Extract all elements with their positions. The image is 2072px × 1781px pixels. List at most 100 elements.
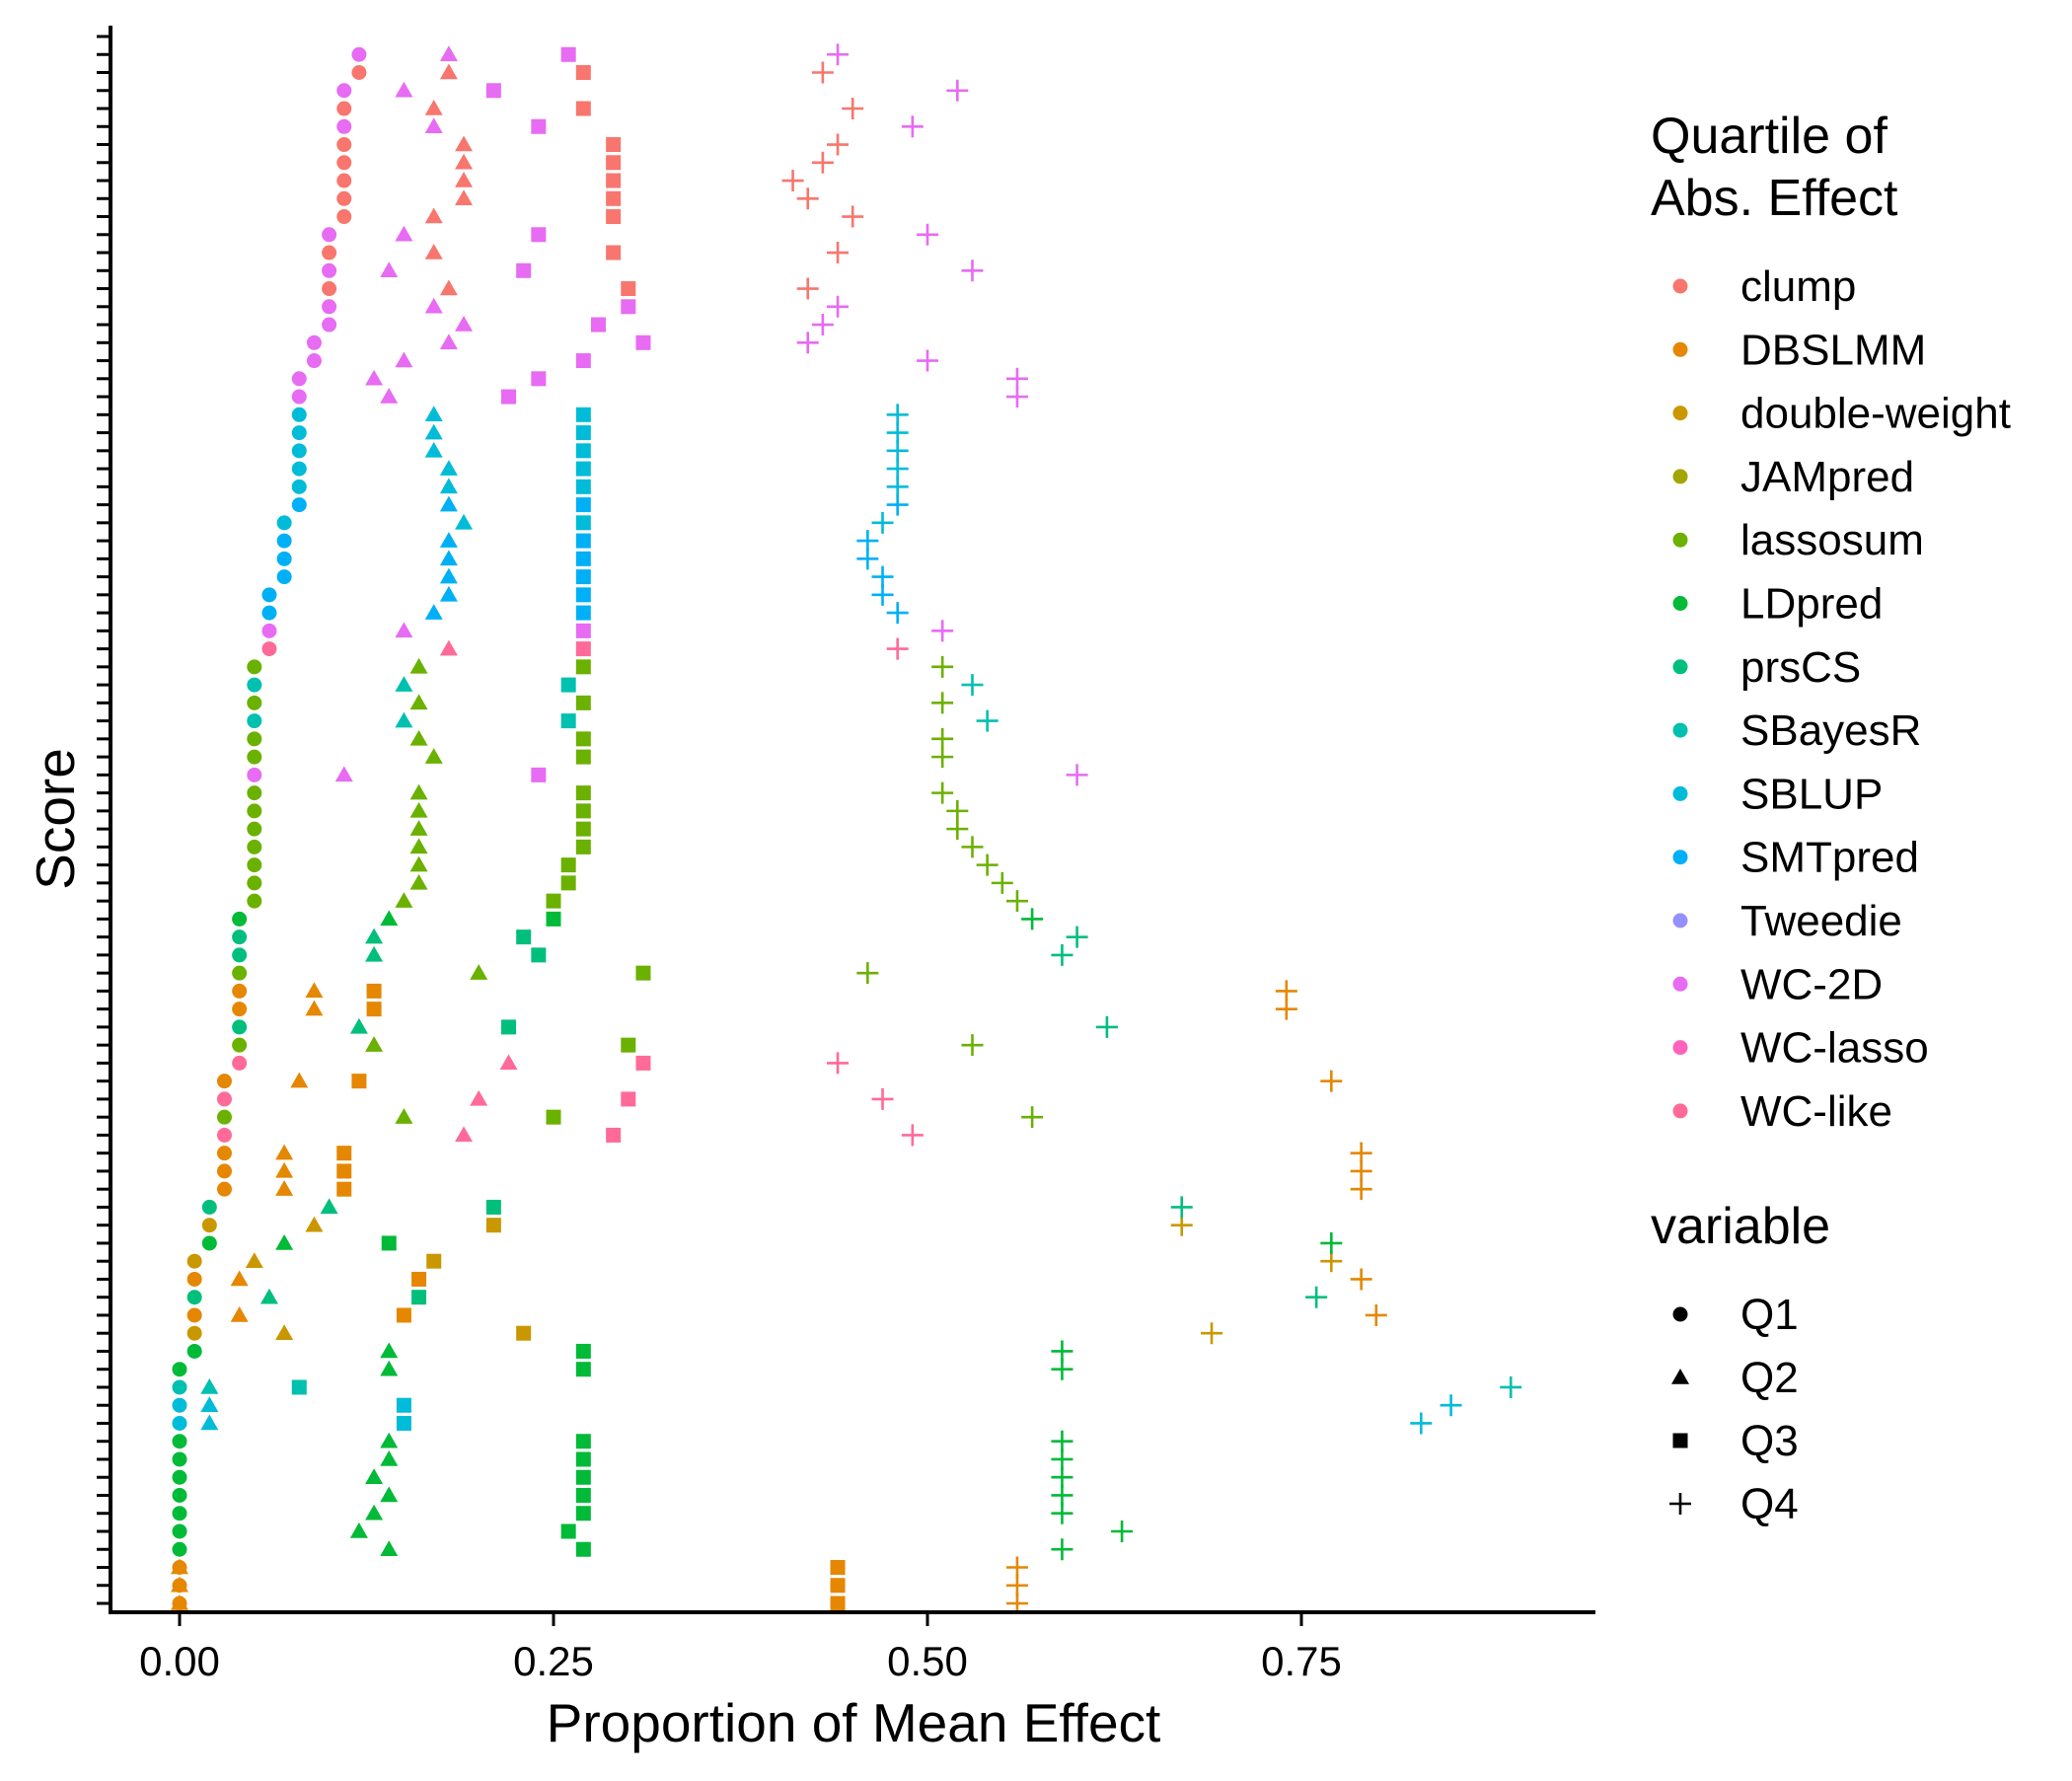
point-q2-sbayesr bbox=[395, 711, 413, 728]
point-q3-dbslmm bbox=[396, 1307, 411, 1323]
point-q4-lassosum bbox=[976, 853, 999, 876]
legend-shape-label: Q4 bbox=[1740, 1480, 1799, 1528]
point-q1-ldpred bbox=[172, 1434, 187, 1449]
legend-shape-label: Q3 bbox=[1740, 1417, 1799, 1465]
point-q4-clump bbox=[827, 133, 850, 156]
point-q1-wc-like bbox=[261, 641, 277, 657]
axes-layer: 0.00 0.25 0.50 0.75 Proportion of Mean Effe… bbox=[25, 26, 1595, 1753]
legend-color-label: prsCS bbox=[1740, 643, 1861, 692]
legend-color-label: Tweedie bbox=[1740, 897, 1902, 945]
point-q2-smtpred bbox=[439, 532, 458, 548]
point-q2-smtpred bbox=[439, 585, 458, 602]
point-q1-lassosum bbox=[247, 785, 262, 801]
point-q4-wc-2d bbox=[827, 43, 850, 66]
point-q4-sbayesr bbox=[976, 709, 999, 732]
point-q1-wc-2d bbox=[322, 299, 337, 315]
point-q3-ldpred bbox=[575, 1487, 591, 1503]
color-legend-title-line1: Quartile of bbox=[1651, 108, 1887, 165]
color-legend-entries: clump DBSLMM double-weight JAMpred lassosum L… bbox=[1672, 262, 2011, 1136]
point-q1-sbayesr bbox=[247, 713, 262, 729]
point-q3-dbslmm bbox=[336, 1146, 352, 1161]
point-q3-sblup bbox=[575, 407, 591, 422]
point-q2-ldpred bbox=[380, 1540, 399, 1556]
point-q4-ldpred bbox=[1051, 1340, 1073, 1363]
point-q2-ldpred bbox=[380, 910, 399, 927]
point-q4-ldpred bbox=[1021, 908, 1044, 930]
legend-color-label: LDpred bbox=[1740, 580, 1883, 629]
point-q3-prscs bbox=[531, 947, 547, 963]
point-q2-dbslmm bbox=[230, 1305, 249, 1322]
point-q3-lassosum bbox=[635, 965, 651, 981]
point-q1-ldpred bbox=[186, 1343, 202, 1359]
point-q2-dbslmm bbox=[171, 1595, 188, 1610]
point-q3-prscs bbox=[501, 1019, 517, 1035]
point-q3-double-weight bbox=[485, 1218, 501, 1233]
legend-shape-key-q1 bbox=[1672, 1306, 1688, 1322]
point-q2-clump bbox=[455, 172, 474, 187]
legend-color-key-double-weight bbox=[1672, 406, 1688, 421]
point-q1-lassosum bbox=[247, 659, 262, 675]
point-q4-lassosum bbox=[946, 799, 969, 822]
y-ticks bbox=[97, 35, 111, 1605]
point-q4-wc-2d bbox=[901, 115, 924, 138]
point-q3-dbslmm bbox=[366, 983, 382, 999]
point-q2-sbayesr bbox=[395, 676, 413, 692]
point-q2-dbslmm bbox=[230, 1270, 249, 1287]
point-q3-sblup bbox=[575, 425, 591, 441]
point-q1-ldpred bbox=[172, 1469, 187, 1485]
point-q2-sblup bbox=[424, 423, 443, 440]
legend-shape-key-q2 bbox=[1671, 1369, 1689, 1384]
point-q3-lassosum bbox=[546, 893, 561, 909]
point-q4-lassosum bbox=[931, 655, 954, 678]
point-q3-sbayesr bbox=[291, 1379, 307, 1395]
point-q4-prscs bbox=[1095, 1015, 1118, 1038]
point-q1-prscs bbox=[201, 1199, 217, 1215]
point-q3-lassosum bbox=[575, 803, 591, 819]
point-q1-sblup bbox=[172, 1415, 187, 1431]
legend: Quartile of Abs. Effect clump DBSLMM doubl… bbox=[1651, 108, 2011, 1528]
point-q3-ldpred bbox=[560, 1523, 576, 1539]
point-q4-clump bbox=[796, 187, 819, 210]
point-q4-wc-like bbox=[827, 1052, 850, 1075]
point-q2-clump bbox=[455, 153, 474, 170]
point-q3-wc-2d bbox=[531, 371, 547, 387]
point-q2-smtpred bbox=[439, 567, 458, 584]
point-q4-wc-2d bbox=[796, 332, 819, 354]
point-q3-lassosum bbox=[575, 695, 591, 710]
legend-color-key-smtpred bbox=[1672, 850, 1688, 865]
point-q4-dbslmm bbox=[1365, 1303, 1387, 1326]
point-q2-lassosum bbox=[409, 657, 428, 674]
point-q2-ldpred bbox=[365, 1504, 384, 1521]
legend-color-label: WC-2D bbox=[1740, 960, 1883, 1008]
legend-color-label: JAMpred bbox=[1740, 453, 1914, 501]
point-q1-wc-2d bbox=[351, 46, 367, 62]
point-q3-smtpred bbox=[575, 569, 591, 585]
point-q4-smtpred bbox=[856, 530, 879, 553]
point-q2-dbslmm bbox=[171, 1576, 188, 1593]
point-q1-sblup bbox=[172, 1397, 187, 1413]
point-q1-lassosum bbox=[247, 803, 262, 819]
point-q2-ldpred bbox=[380, 1486, 399, 1503]
point-q2-dbslmm bbox=[171, 1558, 188, 1575]
point-q1-sblup bbox=[276, 515, 292, 531]
point-q4-ldpred bbox=[1320, 1231, 1343, 1254]
point-q3-sblup bbox=[575, 479, 591, 494]
point-q1-double-weight bbox=[186, 1253, 202, 1269]
point-q1-smtpred bbox=[291, 497, 307, 513]
point-q2-lassosum bbox=[395, 892, 413, 908]
legend-color-label: WC-like bbox=[1740, 1087, 1892, 1136]
point-q1-wc-2d bbox=[322, 262, 337, 278]
legend-color-key-wc-lasso bbox=[1672, 1040, 1688, 1056]
point-q1-ldpred bbox=[172, 1506, 187, 1521]
point-q2-clump bbox=[439, 63, 458, 80]
point-q1-lassosum bbox=[232, 965, 248, 981]
point-q3-wc-2d bbox=[485, 83, 501, 99]
x-axis-title: Proportion of Mean Effect bbox=[547, 1692, 1161, 1753]
point-q3-dbslmm bbox=[366, 1002, 382, 1017]
x-tick-label: 0.25 bbox=[513, 1638, 594, 1684]
point-q2-lassosum bbox=[409, 783, 428, 800]
point-q4-lassosum bbox=[961, 1034, 984, 1057]
point-q3-clump bbox=[606, 173, 622, 188]
point-q3-ldpred bbox=[575, 1506, 591, 1521]
point-q2-wc-2d bbox=[365, 369, 384, 386]
